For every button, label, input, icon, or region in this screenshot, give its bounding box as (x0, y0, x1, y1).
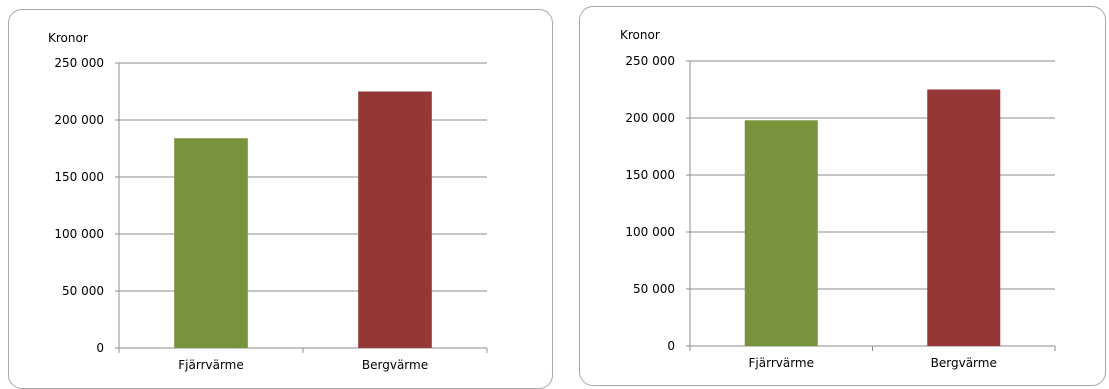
x-tick-label: Fjärrvärme (178, 358, 244, 372)
y-tick-label: 150 000 (625, 168, 675, 182)
chart-left: Kronor 0 50 000 100 000 150 000 200 000 250 0… (48, 31, 488, 372)
charts-canvas: Kronor 0 50 000 100 000 150 000 200 000 250 0… (48, 28, 1056, 372)
y-tick-label: 250 000 (54, 56, 104, 70)
chart-panel-right (579, 6, 1106, 386)
y-tick-label: 100 000 (625, 225, 675, 239)
y-tick-label: 0 (96, 341, 104, 355)
x-tick-label: Fjärrvärme (749, 356, 815, 370)
y-axis-title: Kronor (48, 31, 88, 45)
y-axis-title: Kronor (620, 28, 660, 42)
chart-panel-left (8, 9, 553, 389)
x-tick-label: Bergvärme (931, 356, 997, 370)
bar-fjarrvarme (174, 138, 248, 348)
y-tick-label: 250 000 (625, 54, 675, 68)
chart-right: Kronor 0 50 000 100 000 150 000 200 000 250 0… (620, 28, 1056, 370)
y-tick-label: 200 000 (54, 113, 104, 127)
y-tick-label: 200 000 (625, 111, 675, 125)
y-tick-label: 0 (667, 339, 675, 353)
x-tick-label: Bergvärme (362, 358, 428, 372)
bar-fjarrvarme (744, 120, 818, 346)
y-tick-label: 100 000 (54, 227, 104, 241)
bar-bergvarme (927, 89, 1001, 346)
y-tick-label: 50 000 (633, 282, 675, 296)
y-tick-label: 150 000 (54, 170, 104, 184)
bar-bergvarme (358, 91, 432, 348)
y-tick-label: 50 000 (62, 284, 104, 298)
